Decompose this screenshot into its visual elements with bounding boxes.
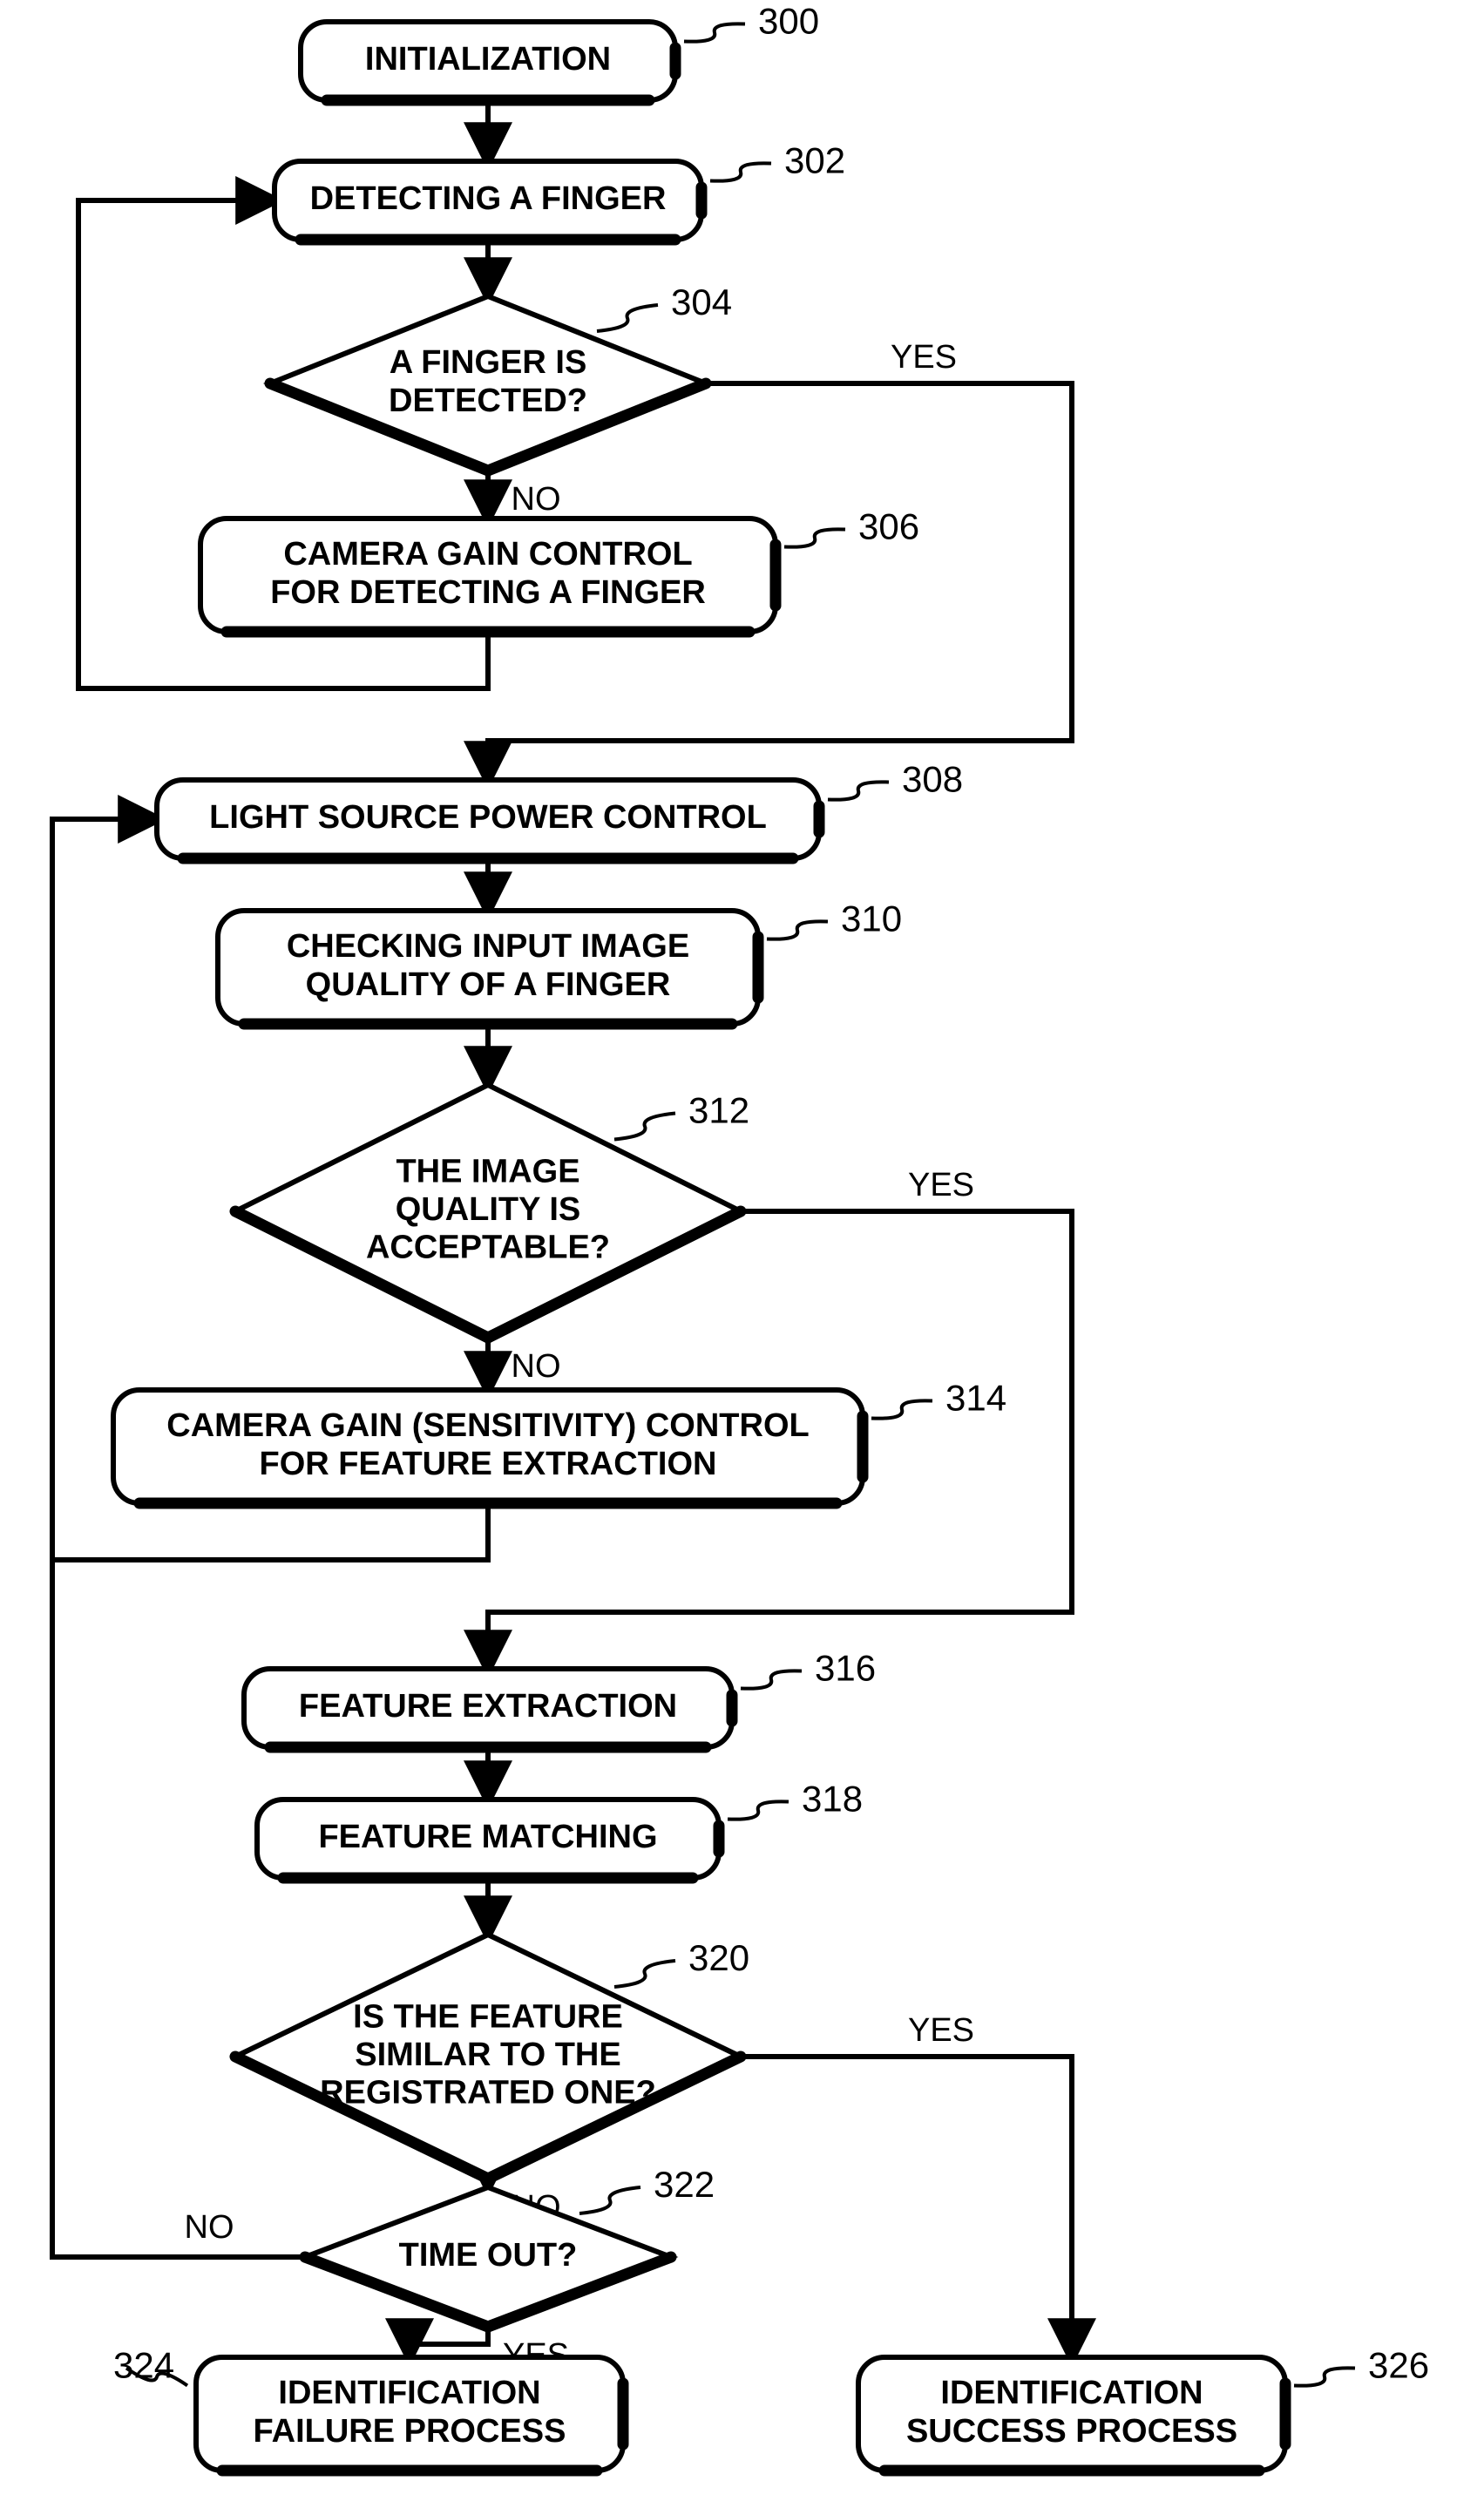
node-n314-text: FOR FEATURE EXTRACTION (260, 1446, 717, 1482)
edge-label-yes: YES (908, 1167, 974, 1203)
ref-number-324: 324 (113, 2345, 174, 2386)
ref-number-320: 320 (688, 1937, 749, 1978)
node-n312-text: ACCEPTABLE? (366, 1230, 610, 1266)
node-n306: CAMERA GAIN CONTROLFOR DETECTING A FINGE… (200, 506, 919, 632)
ref-leader-312 (614, 1114, 675, 1140)
edge-n320-n326 (741, 2057, 1072, 2357)
ref-number-306: 306 (858, 506, 919, 547)
node-n302-text: DETECTING A FINGER (310, 180, 667, 217)
node-n320-text: SIMILAR TO THE (355, 2037, 620, 2073)
node-n304-text: DETECTED? (389, 383, 587, 419)
node-n326: IDENTIFICATIONSUCCESS PROCESS 326 (858, 2345, 1429, 2471)
node-n326-text: IDENTIFICATION (940, 2375, 1203, 2411)
ref-leader-302 (710, 163, 771, 180)
node-n306-text: FOR DETECTING A FINGER (270, 574, 706, 611)
node-n324-text: FAILURE PROCESS (254, 2413, 566, 2450)
node-n306-text: CAMERA GAIN CONTROL (283, 536, 692, 573)
ref-number-314: 314 (945, 1378, 1006, 1419)
edge-label-no: NO (512, 481, 561, 518)
node-n320-text: IS THE FEATURE (353, 1998, 623, 2035)
node-n316-text: FEATURE EXTRACTION (299, 1688, 677, 1725)
node-n304: A FINGER ISDETECTED? 304 (270, 281, 732, 471)
ref-leader-306 (784, 529, 845, 546)
ref-leader-320 (614, 1961, 675, 1987)
node-n312: THE IMAGEQUALITY ISACCEPTABLE? 312 (235, 1085, 749, 1338)
node-n312-text: THE IMAGE (396, 1153, 579, 1190)
edge-label-no: NO (512, 1348, 561, 1385)
ref-leader-314 (871, 1400, 932, 1418)
node-n300: INITIALIZATION 300 (301, 1, 819, 100)
ref-leader-300 (684, 24, 745, 41)
ref-leader-316 (741, 1671, 802, 1688)
edge-label-yes: YES (908, 2012, 974, 2049)
ref-leader-308 (828, 782, 889, 799)
ref-number-300: 300 (758, 1, 819, 42)
node-n300-text: INITIALIZATION (365, 41, 611, 78)
edge-n322-n324 (410, 2327, 488, 2357)
node-n322: TIME OUT? 322 (305, 2164, 715, 2327)
ref-leader-310 (767, 921, 828, 939)
ref-number-322: 322 (654, 2164, 715, 2205)
node-n314: CAMERA GAIN (SENSITIVITY) CONTROLFOR FEA… (113, 1378, 1006, 1503)
node-n308: LIGHT SOURCE POWER CONTROL 308 (157, 759, 963, 858)
node-n324: IDENTIFICATIONFAILURE PROCESS 324 (113, 2345, 623, 2471)
ref-leader-304 (597, 305, 658, 331)
nodes-layer: INITIALIZATION 300 DETECTING A FINGER 302 A … (113, 1, 1429, 2471)
node-n318: FEATURE MATCHING 318 (257, 1779, 863, 1878)
ref-number-312: 312 (688, 1090, 749, 1131)
ref-number-308: 308 (902, 759, 963, 800)
ref-leader-318 (728, 1801, 789, 1819)
node-n318-text: FEATURE MATCHING (318, 1819, 657, 1855)
node-n304-text: A FINGER IS (390, 344, 587, 381)
node-n302: DETECTING A FINGER 302 (274, 140, 845, 240)
node-n322-text: TIME OUT? (399, 2237, 578, 2274)
node-n324-text: IDENTIFICATION (278, 2375, 540, 2411)
ref-number-304: 304 (671, 281, 732, 322)
node-n326-text: SUCCESS PROCESS (906, 2413, 1237, 2450)
edge-label-yes: YES (891, 339, 957, 376)
ref-leader-322 (579, 2187, 640, 2213)
node-n310-text: QUALITY OF A FINGER (306, 966, 671, 1003)
ref-number-310: 310 (841, 898, 902, 939)
node-n308-text: LIGHT SOURCE POWER CONTROL (209, 799, 767, 836)
ref-number-326: 326 (1368, 2345, 1429, 2386)
node-n314-text: CAMERA GAIN (SENSITIVITY) CONTROL (166, 1407, 809, 1444)
node-n310-text: CHECKING INPUT IMAGE (287, 928, 689, 965)
ref-leader-326 (1294, 2368, 1355, 2385)
node-n310: CHECKING INPUT IMAGEQUALITY OF A FINGER 3… (218, 898, 902, 1024)
edge-label-no: NO (185, 2209, 234, 2246)
ref-number-318: 318 (802, 1779, 863, 1820)
node-n320-text: REGISTRATED ONE? (320, 2075, 656, 2111)
node-n316: FEATURE EXTRACTION 316 (244, 1648, 876, 1747)
node-n312-text: QUALITY IS (396, 1191, 581, 1228)
flowchart-container: NOYESNOYESNOYESNOYESINITIALIZATION300DET… (0, 0, 1484, 2508)
ref-number-302: 302 (784, 140, 845, 181)
ref-number-316: 316 (815, 1648, 876, 1689)
node-n320: IS THE FEATURESIMILAR TO THEREGISTRATED … (235, 1935, 749, 2179)
